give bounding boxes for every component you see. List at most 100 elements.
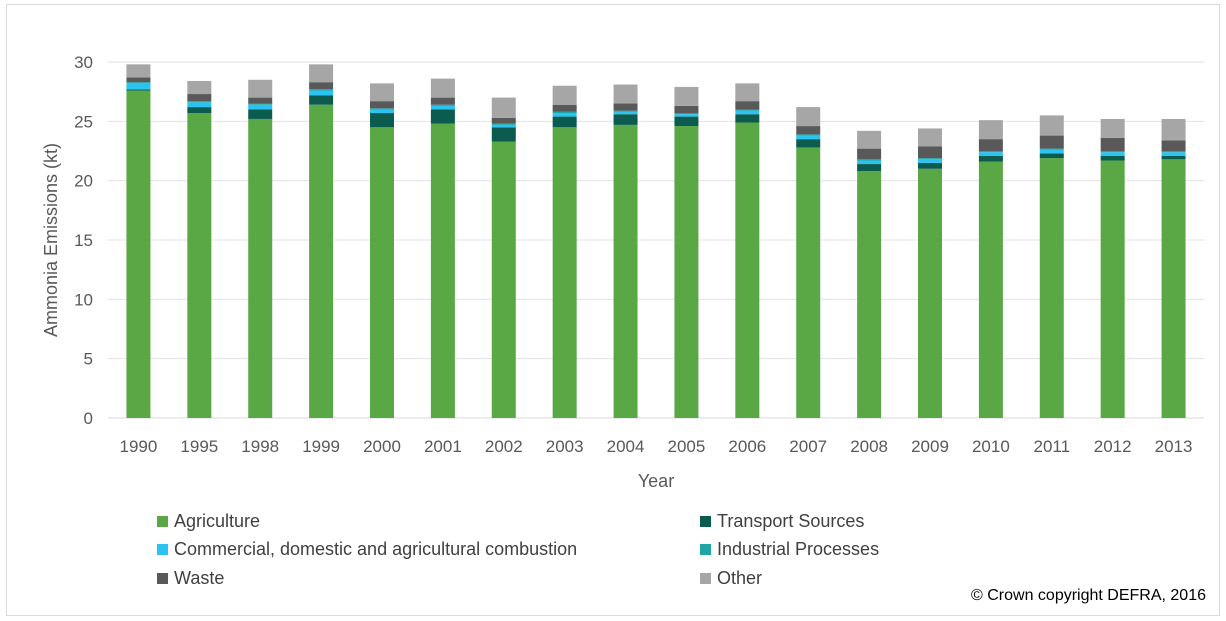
- bar-segment: [370, 127, 394, 419]
- bar-segment: [126, 89, 151, 91]
- x-tick-label: 2001: [424, 437, 462, 456]
- legend-label: Transport Sources: [717, 511, 865, 531]
- x-tick-label: 2004: [607, 437, 645, 456]
- bar-segment: [552, 85, 577, 105]
- x-tick-label: 2000: [363, 437, 401, 456]
- bar-segment: [1161, 152, 1186, 156]
- bar-segment: [1039, 148, 1064, 150]
- y-tick-label: 20: [74, 172, 93, 191]
- bar-segment: [735, 114, 760, 123]
- bar-segment: [1100, 137, 1125, 151]
- legend-item: Transport Sources: [700, 511, 864, 532]
- legend-swatch: [700, 544, 711, 555]
- bar-segment: [1161, 140, 1186, 151]
- bar-segment: [735, 83, 760, 102]
- bar-segment: [126, 90, 151, 418]
- bar-segment: [126, 83, 151, 90]
- x-tick-label: 2010: [972, 437, 1010, 456]
- legend-label: Other: [717, 568, 763, 588]
- x-tick-label: 2007: [789, 437, 827, 456]
- bar-segment: [309, 82, 334, 90]
- bar-segment: [430, 78, 455, 98]
- bar-segment: [674, 126, 699, 418]
- bar-segment: [309, 95, 334, 105]
- bar-segment: [978, 139, 1003, 151]
- bar-segment: [1161, 159, 1186, 418]
- bar-segment: [613, 103, 638, 111]
- legend-swatch: [157, 573, 168, 584]
- bar-segment: [187, 102, 212, 108]
- bar-segment: [491, 124, 516, 128]
- bar-segment: [248, 103, 273, 105]
- x-tick-label: 1995: [180, 437, 218, 456]
- y-tick-label: 30: [74, 53, 93, 72]
- bar-segment: [491, 141, 516, 419]
- x-tick-label: 1990: [120, 437, 158, 456]
- bar-segment: [796, 147, 821, 418]
- x-tick-label: 2008: [850, 437, 888, 456]
- bar-segment: [552, 116, 577, 128]
- bar-segment: [370, 108, 394, 110]
- bar-segment: [978, 155, 1003, 162]
- copyright-notice: © Crown copyright DEFRA, 2016: [971, 587, 1206, 604]
- bar-segment: [552, 113, 577, 117]
- x-tick-label: 2013: [1155, 437, 1193, 456]
- bar-segment: [918, 146, 942, 159]
- legend-item: Other: [700, 568, 762, 589]
- bar-segment: [735, 122, 760, 419]
- bar-segment: [187, 113, 212, 418]
- bar-segment: [796, 139, 821, 148]
- bar-segment: [491, 97, 516, 118]
- bar-segment: [126, 82, 151, 84]
- bar-segment: [491, 117, 516, 124]
- y-tick-label: 10: [74, 290, 93, 309]
- bar-segment: [796, 134, 821, 136]
- y-tick-label: 15: [74, 231, 93, 250]
- bar-segment: [187, 80, 212, 95]
- legend-label: Industrial Processes: [717, 539, 880, 559]
- x-tick-label: 1999: [302, 437, 340, 456]
- legend-swatch: [700, 573, 711, 584]
- y-tick-label: 5: [84, 350, 93, 369]
- bar-segment: [857, 159, 882, 161]
- y-tick-label: 25: [74, 112, 93, 131]
- bar-segment: [918, 158, 942, 160]
- bar-segment: [1039, 158, 1064, 418]
- bar-segment: [248, 109, 273, 119]
- bar-segment: [552, 127, 577, 419]
- x-tick-label: 2006: [728, 437, 766, 456]
- legend-label: Commercial, domestic and agricultural co…: [174, 539, 578, 559]
- legend-item: Industrial Processes: [700, 539, 879, 560]
- bar-segment: [491, 123, 516, 125]
- bar-segment: [735, 101, 760, 110]
- bar-segment: [309, 89, 334, 91]
- legend-swatch: [700, 516, 711, 527]
- bar-segment: [430, 105, 455, 110]
- bar-segment: [978, 120, 1003, 140]
- bar-segment: [674, 114, 699, 117]
- bar-segment: [126, 77, 151, 83]
- bar-segment: [309, 90, 334, 96]
- bar-segment: [1039, 153, 1064, 159]
- bar-segment: [857, 160, 882, 165]
- bar-segment: [918, 168, 942, 418]
- bar-segment: [126, 64, 151, 78]
- bar-segment: [309, 104, 334, 418]
- bar-segment: [796, 126, 821, 135]
- x-tick-label: 2012: [1094, 437, 1132, 456]
- bar-segment: [978, 152, 1003, 156]
- x-tick-label: 2005: [668, 437, 706, 456]
- bar-segment: [613, 84, 638, 104]
- bar-segment: [796, 107, 821, 127]
- bar-segment: [613, 111, 638, 115]
- bar-segment: [857, 164, 882, 172]
- bar-segment: [918, 128, 942, 147]
- bar-segment: [978, 151, 1003, 153]
- bar-segment: [1100, 160, 1125, 418]
- bar-segment: [674, 105, 699, 114]
- bar-segment: [857, 148, 882, 160]
- x-tick-label: 2009: [911, 437, 949, 456]
- bar-segment: [370, 109, 394, 114]
- bar-segment: [1039, 149, 1064, 154]
